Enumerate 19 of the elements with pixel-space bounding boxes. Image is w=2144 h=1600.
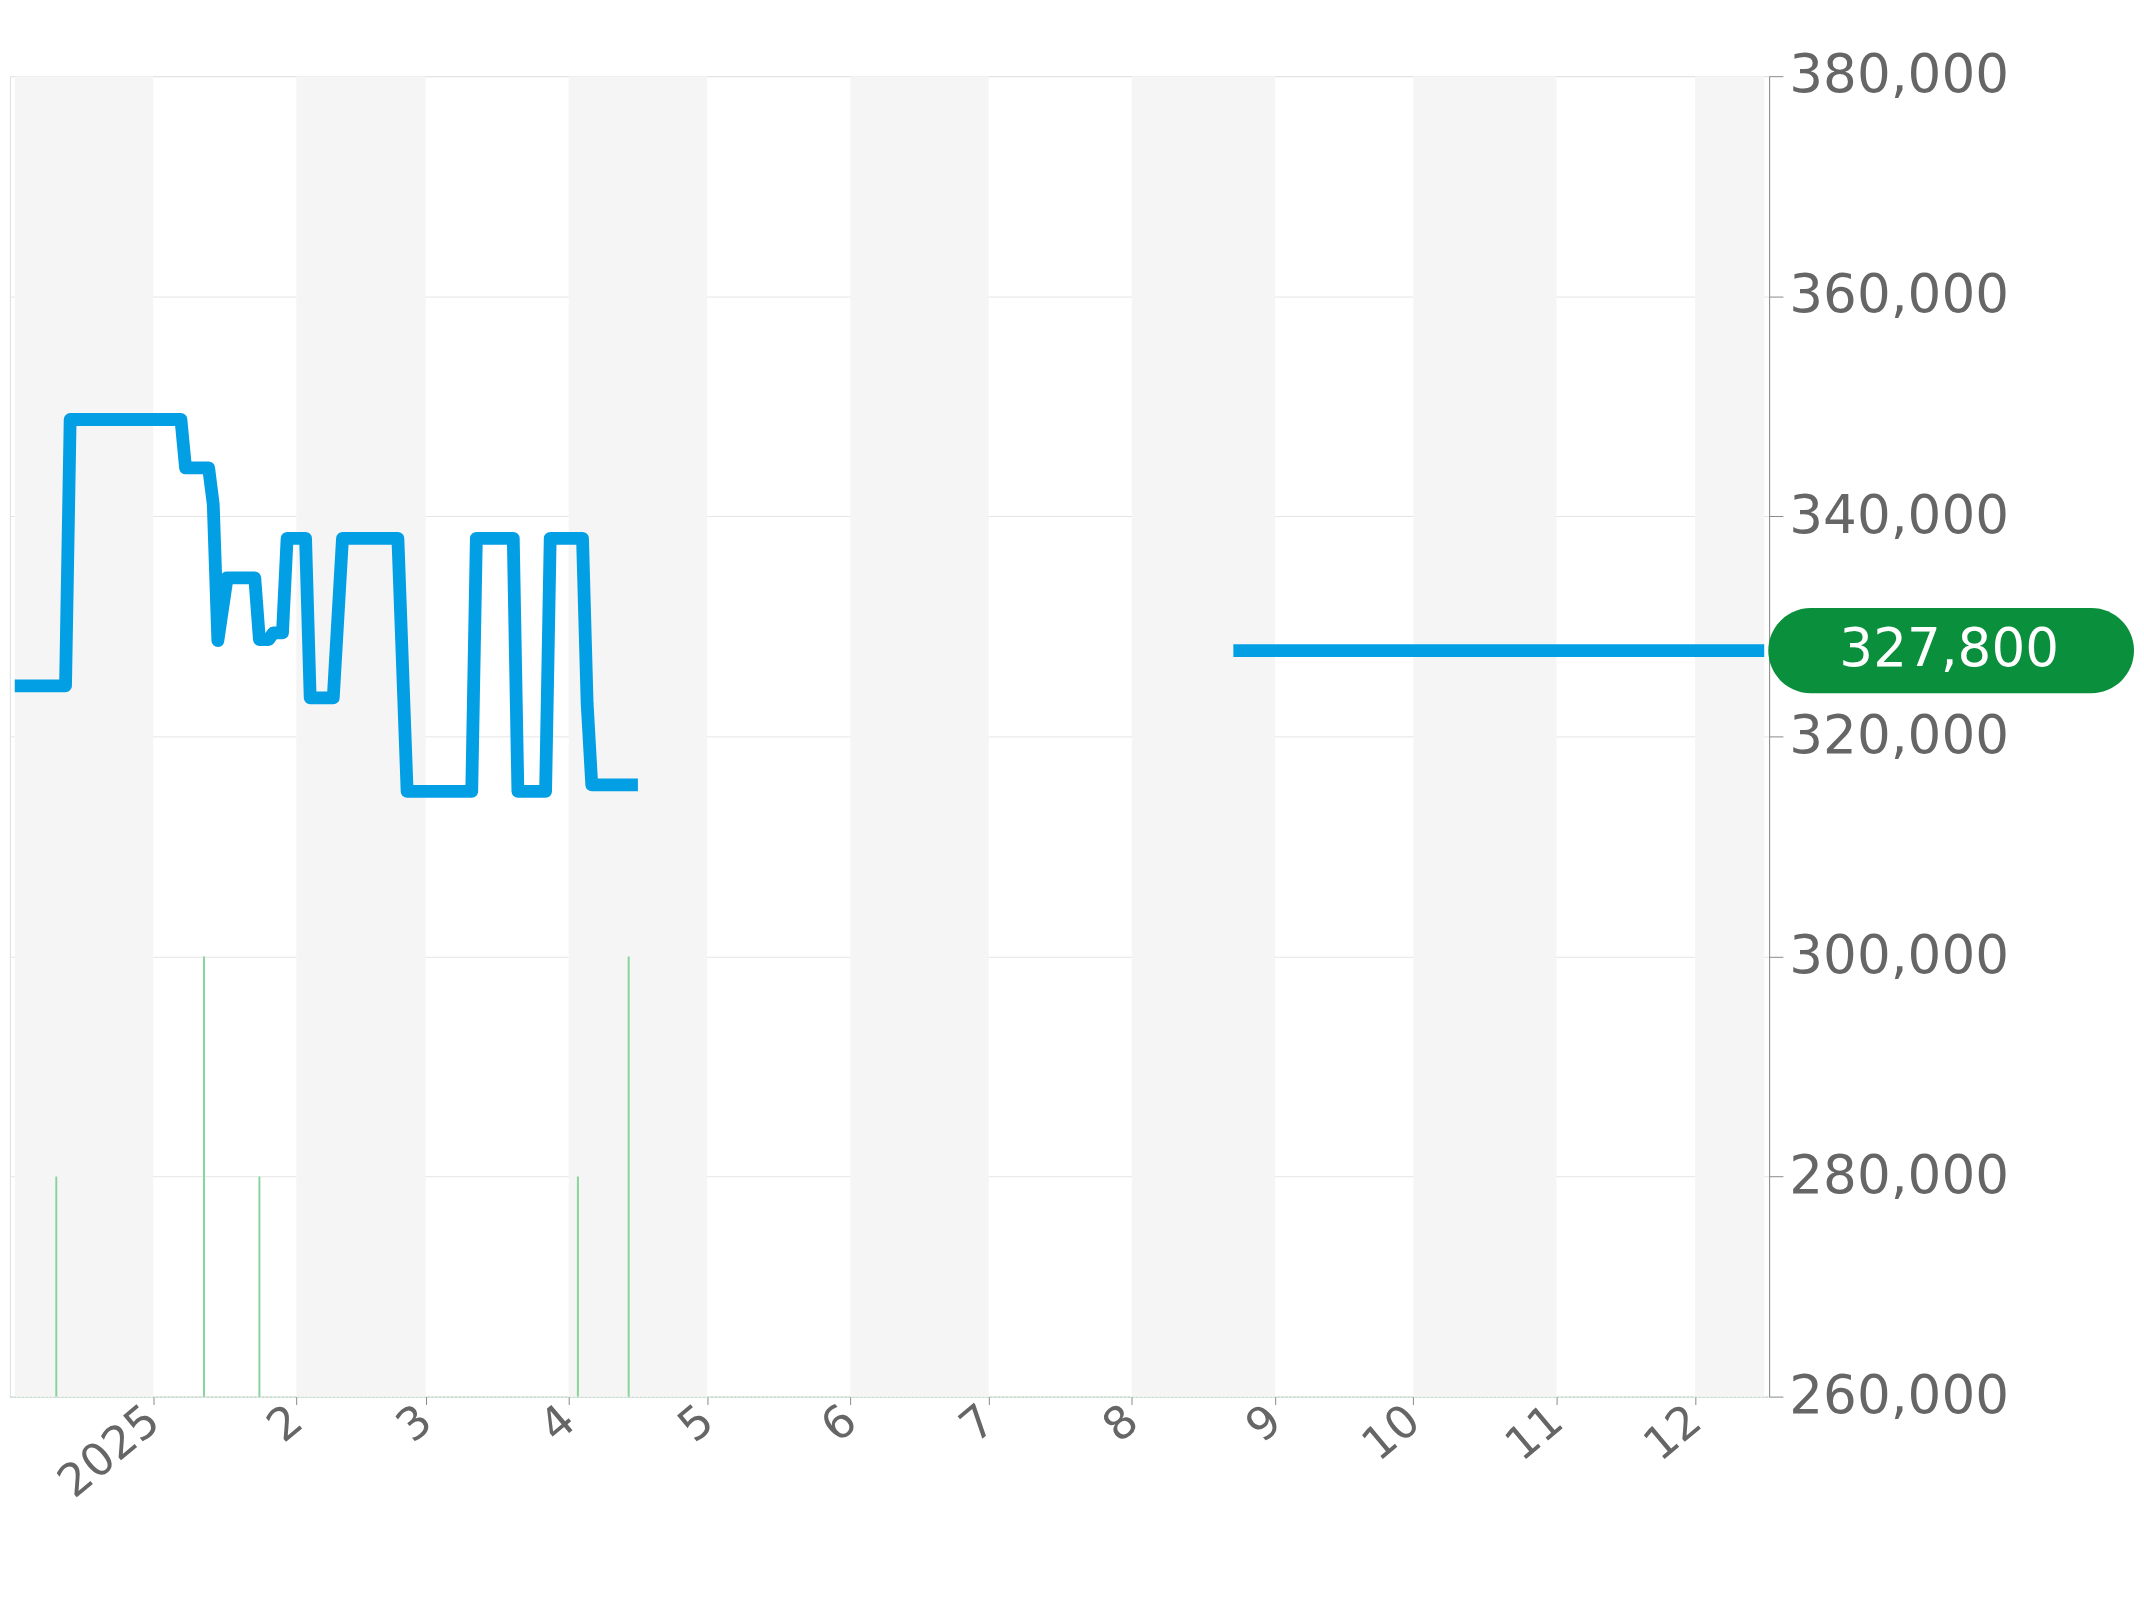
y-tick-label: 380,000	[1789, 43, 2009, 106]
y-tick-label: 280,000	[1789, 1143, 2009, 1206]
x-tick-label: 6	[810, 1393, 867, 1453]
x-tick-label: 4	[528, 1393, 586, 1453]
y-tick-label: 300,000	[1789, 923, 2009, 986]
x-tick-label: 11	[1494, 1393, 1573, 1471]
x-tick-label: 10	[1351, 1393, 1430, 1471]
x-tick-label: 12	[1633, 1393, 1712, 1471]
y-tick-label: 360,000	[1789, 263, 2009, 326]
annotation: 327,800	[1839, 617, 2060, 680]
y-tick-label: 260,000	[1789, 1363, 2009, 1426]
x-tick-label: 3	[385, 1393, 442, 1453]
x-tick-label: 9	[1235, 1393, 1292, 1453]
y-tick-label: 340,000	[1789, 483, 2009, 546]
x-tick-label: 8	[1092, 1393, 1149, 1453]
x-tick-label: 2	[256, 1393, 313, 1453]
y-tick-label: 320,000	[1789, 703, 2009, 766]
x-tick-label: 7	[949, 1393, 1006, 1453]
x-tick-label: 5	[667, 1393, 724, 1453]
